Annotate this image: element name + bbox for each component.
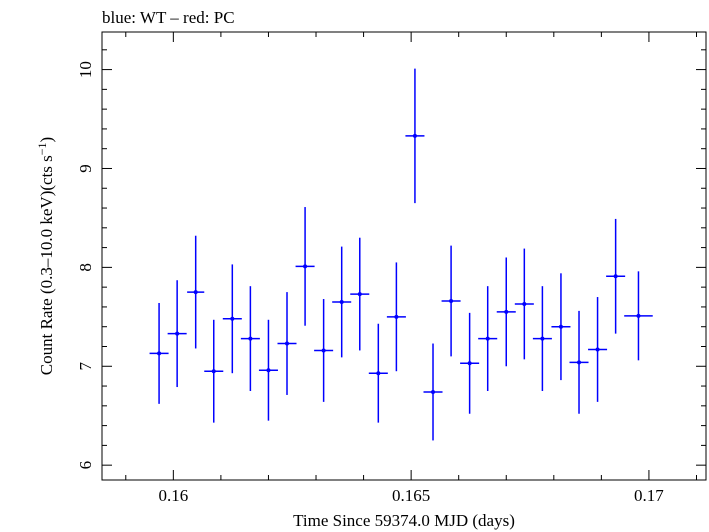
data-point-group xyxy=(569,310,589,414)
data-point xyxy=(175,331,180,336)
data-point-group xyxy=(149,302,169,404)
axis-ticks xyxy=(102,32,706,480)
data-point-group xyxy=(332,246,352,358)
data-point xyxy=(636,313,641,318)
data-point xyxy=(193,290,198,295)
x-tick-label: 0.165 xyxy=(392,486,430,505)
data-point-group xyxy=(532,286,552,391)
y-axis-label-close: ) xyxy=(37,137,56,143)
data-point-group xyxy=(277,292,297,395)
y-axis-label-exponent: −1 xyxy=(35,142,49,155)
y-tick-label: 7 xyxy=(76,362,95,371)
y-axis-label-main: Count Rate (0.3–10.0 keV)(cts s xyxy=(37,155,56,375)
plot-frame xyxy=(101,31,707,481)
data-point xyxy=(431,389,436,394)
data-point xyxy=(558,324,563,329)
data-point-group xyxy=(624,271,653,361)
data-point-group xyxy=(514,248,534,360)
data-point-group xyxy=(240,286,260,391)
data-point xyxy=(357,292,362,297)
data-point xyxy=(577,360,582,365)
data-point xyxy=(266,368,271,373)
data-point-group xyxy=(350,237,370,351)
data-point xyxy=(230,316,235,321)
data-point-group xyxy=(167,280,187,388)
data-point xyxy=(540,336,545,341)
data-point-group xyxy=(405,68,425,204)
data-point-group xyxy=(551,273,571,381)
y-tick-label: 8 xyxy=(76,263,95,272)
data-point xyxy=(303,264,308,269)
data-point xyxy=(595,347,600,352)
x-axis-label: Time Since 59374.0 MJD (days) xyxy=(293,511,515,530)
data-point xyxy=(321,348,326,353)
data-point-group xyxy=(258,319,278,421)
data-point xyxy=(485,336,490,341)
data-point-group xyxy=(187,235,205,349)
data-point xyxy=(211,369,216,374)
data-point-group xyxy=(386,262,406,372)
x-tick-label: 0.17 xyxy=(634,486,664,505)
data-point xyxy=(613,274,618,279)
data-point xyxy=(504,309,509,314)
y-tick-label: 9 xyxy=(76,164,95,173)
data-point xyxy=(449,298,454,303)
data-point-group xyxy=(314,299,334,402)
y-tick-label: 6 xyxy=(76,461,95,470)
data-point xyxy=(339,299,344,304)
data-point xyxy=(467,361,472,366)
data-point-group xyxy=(496,257,516,367)
data-point-group xyxy=(606,218,626,334)
data-point xyxy=(394,314,399,319)
x-tick-label: 0.16 xyxy=(158,486,188,505)
data-point-group xyxy=(204,319,224,423)
data-point-group xyxy=(478,286,498,391)
data-point xyxy=(248,336,253,341)
data-point xyxy=(522,301,527,306)
y-axis-label: Count Rate (0.3–10.0 keV)(cts s−1) xyxy=(35,137,56,375)
data-point-group xyxy=(368,323,388,423)
y-tick-label: 10 xyxy=(76,61,95,78)
data-point-group xyxy=(423,343,443,441)
data-point-group xyxy=(588,297,608,402)
data-point xyxy=(157,351,162,356)
chart-title: blue: WT – red: PC xyxy=(102,8,235,27)
data-point xyxy=(376,371,381,376)
data-point-group xyxy=(222,264,242,374)
axis-tick-labels: 0.16 0.165 0.17 6 7 8 9 10 xyxy=(76,61,664,505)
data-point-group xyxy=(441,245,461,357)
data-point xyxy=(412,133,417,138)
data-point xyxy=(285,341,290,346)
data-point-group xyxy=(295,207,315,326)
data-point-group xyxy=(460,312,480,414)
data-series xyxy=(149,68,653,441)
